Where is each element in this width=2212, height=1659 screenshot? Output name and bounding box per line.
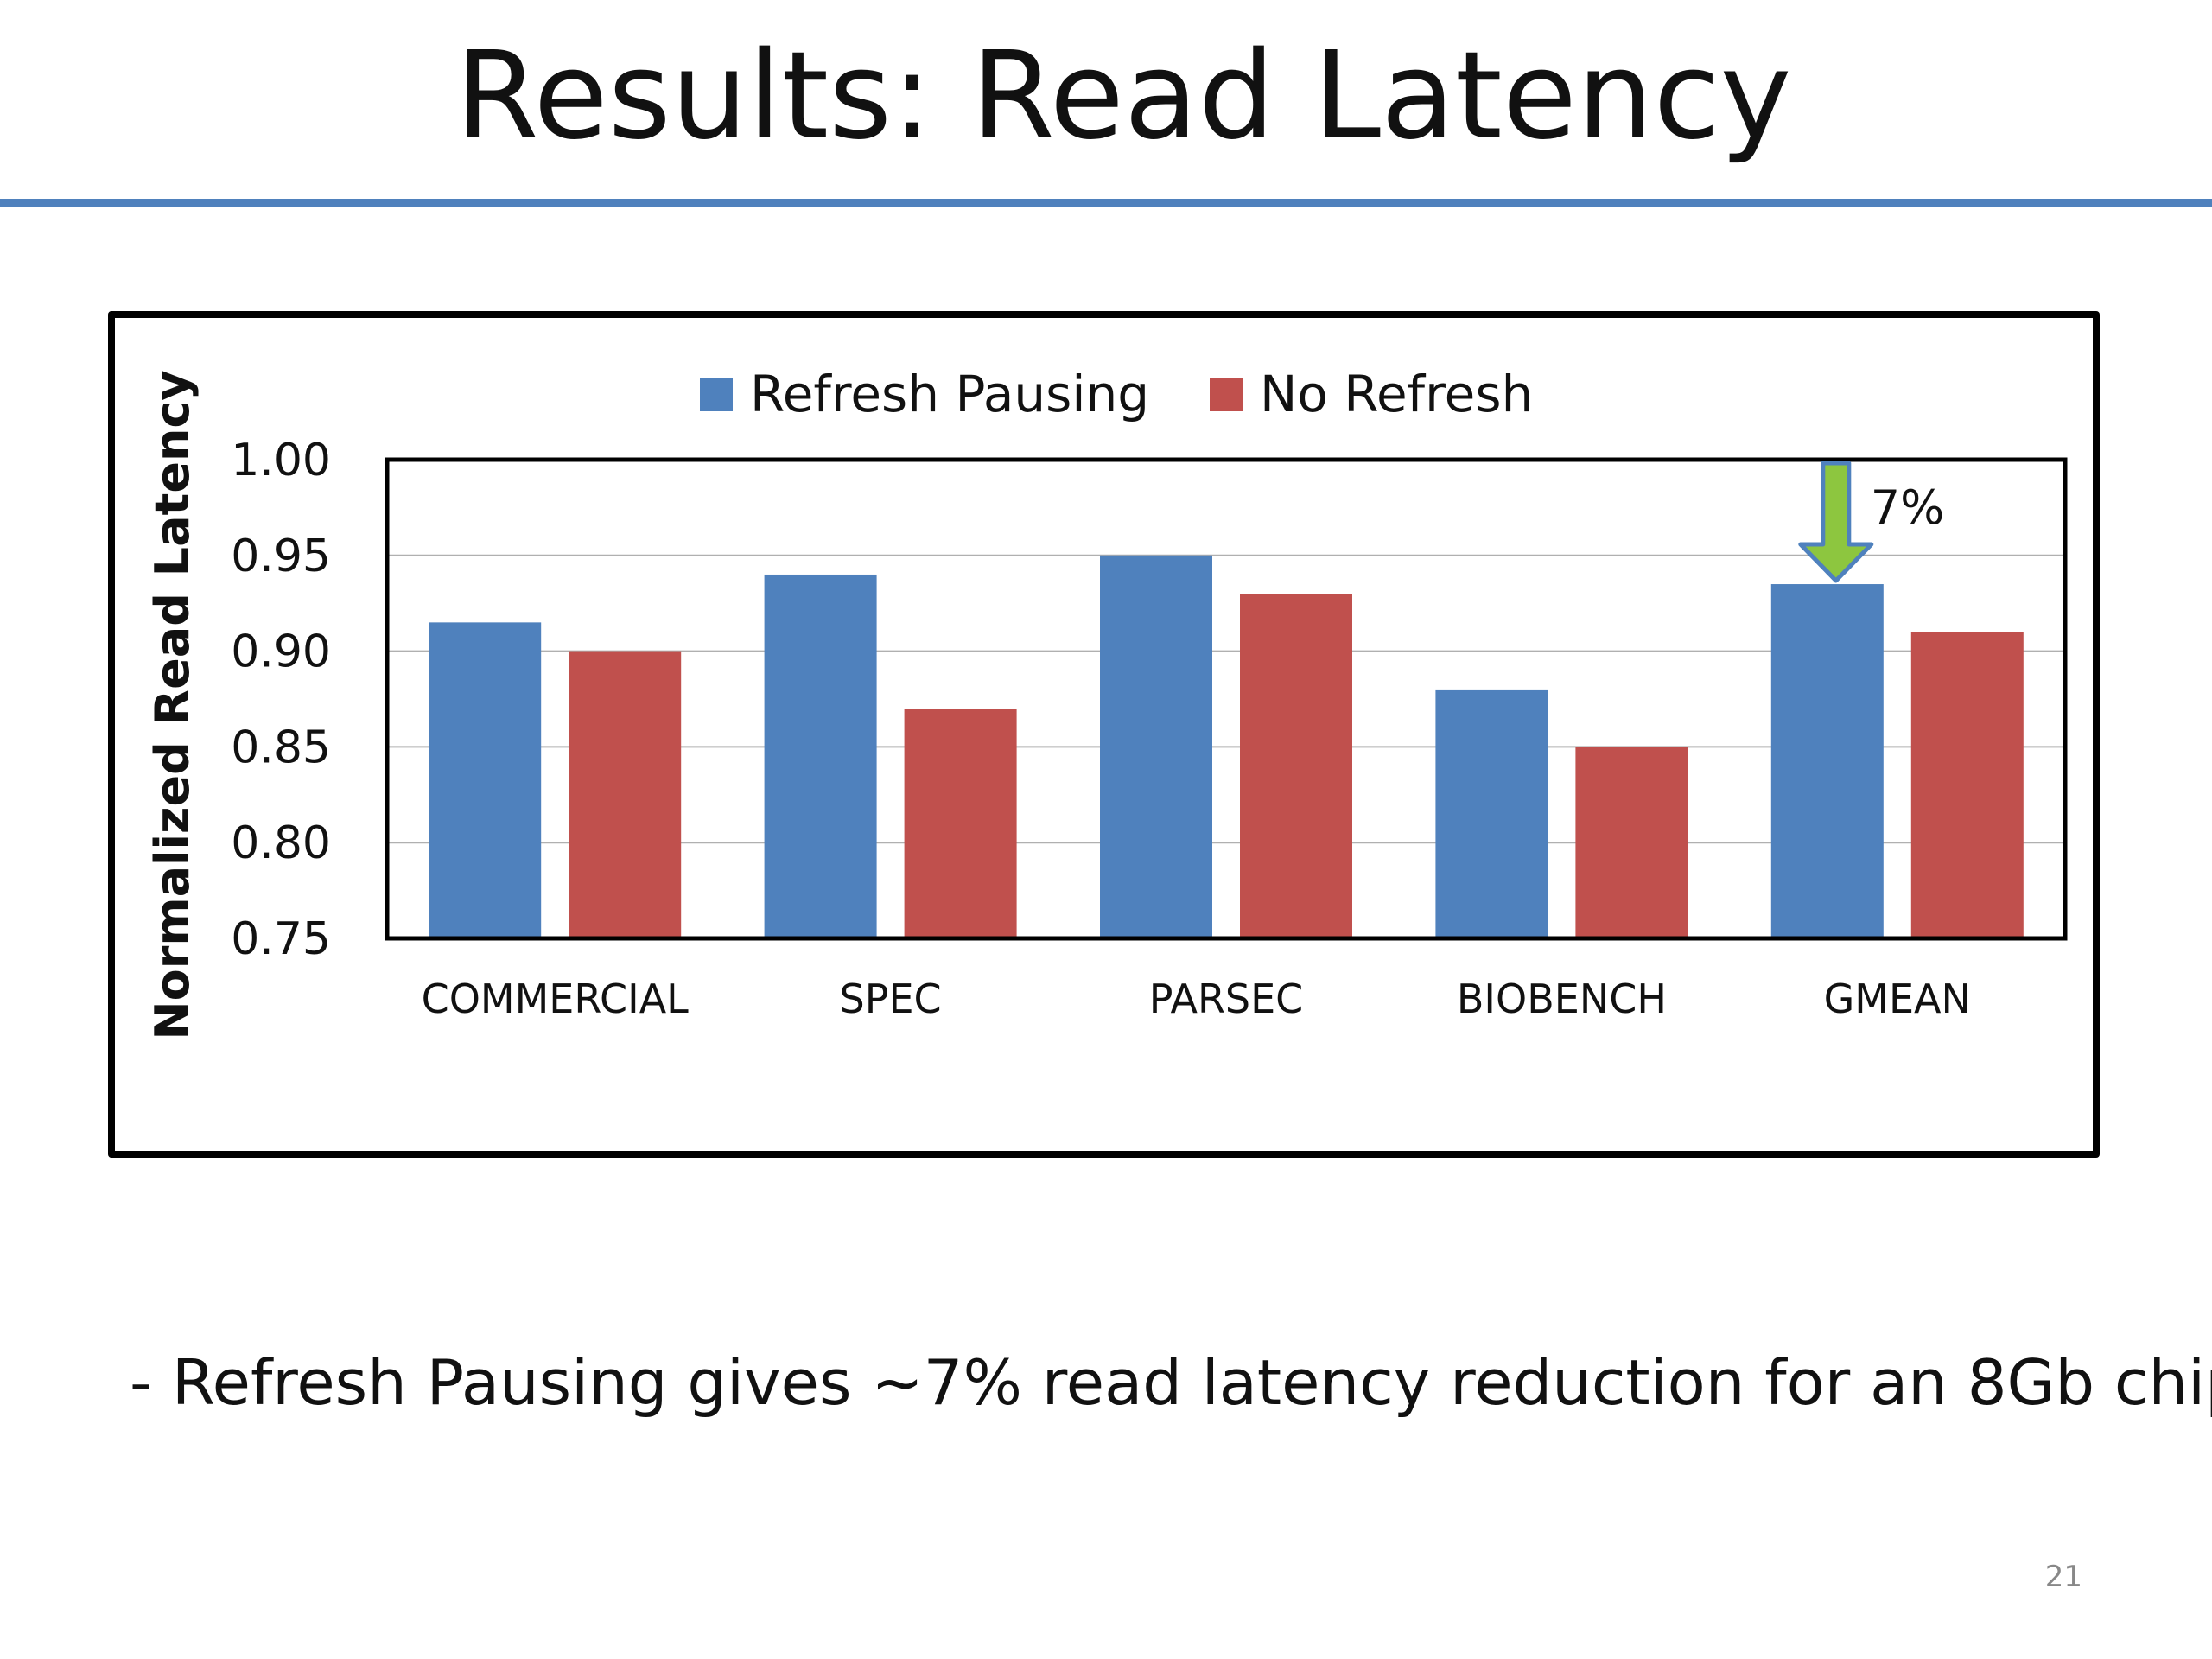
bar-no-refresh-biobench [1575, 747, 1688, 938]
bar-refresh-pausing-biobench [1435, 689, 1548, 938]
annotation: 7% [1798, 461, 1945, 583]
bar-no-refresh-parsec [1240, 594, 1352, 938]
x-tick-label: BIOBENCH [1457, 976, 1667, 1022]
bar-no-refresh-gmean [1910, 632, 2024, 938]
y-tick-label: 0.85 [231, 721, 331, 773]
annotation-label: 7% [1871, 480, 1945, 535]
legend-swatch [1210, 378, 1243, 411]
bar-refresh-pausing-commercial [429, 622, 542, 938]
y-tick-label: 0.90 [231, 626, 331, 678]
legend-entry: No Refresh [1260, 365, 1533, 423]
title-divider [0, 199, 2212, 207]
y-tick-label: 0.80 [231, 817, 331, 869]
slide-title: Results: Read Latency [454, 26, 1792, 167]
x-axis-ticks: COMMERCIAL SPEC PARSEC BIOBENCH GMEAN [422, 976, 1971, 1022]
bar-refresh-pausing-parsec [1100, 555, 1212, 938]
bar-refresh-pausing-gmean [1770, 584, 1884, 938]
y-tick-label: 1.00 [231, 435, 331, 486]
x-tick-label: SPEC [840, 976, 942, 1022]
y-tick-label: 0.95 [231, 531, 331, 582]
chart-frame [108, 311, 2100, 1158]
bar-refresh-pausing-spec [764, 574, 877, 938]
legend[interactable]: Refresh Pausing No Refresh [700, 365, 1533, 423]
x-tick-label: COMMERCIAL [422, 976, 690, 1022]
y-tick-label: 0.75 [231, 913, 331, 965]
legend-swatch [700, 378, 733, 411]
bullet-point: - Refresh Pausing gives ~7% read latency… [130, 1346, 2212, 1419]
down-arrow-icon [1798, 461, 1874, 583]
bars [429, 555, 2024, 938]
bar-no-refresh-spec [904, 709, 1017, 938]
page-number: 21 [2044, 1560, 2082, 1594]
plot-area-border [385, 457, 2068, 941]
x-tick-label: GMEAN [1824, 976, 1971, 1022]
y-axis-ticks: 0.75 0.80 0.85 0.90 0.95 1.00 [231, 435, 331, 965]
x-tick-label: PARSEC [1149, 976, 1304, 1022]
bar-no-refresh-commercial [569, 651, 682, 938]
y-axis-label: Normalized Read Latency [145, 370, 200, 1039]
legend-entry: Refresh Pausing [750, 365, 1149, 423]
